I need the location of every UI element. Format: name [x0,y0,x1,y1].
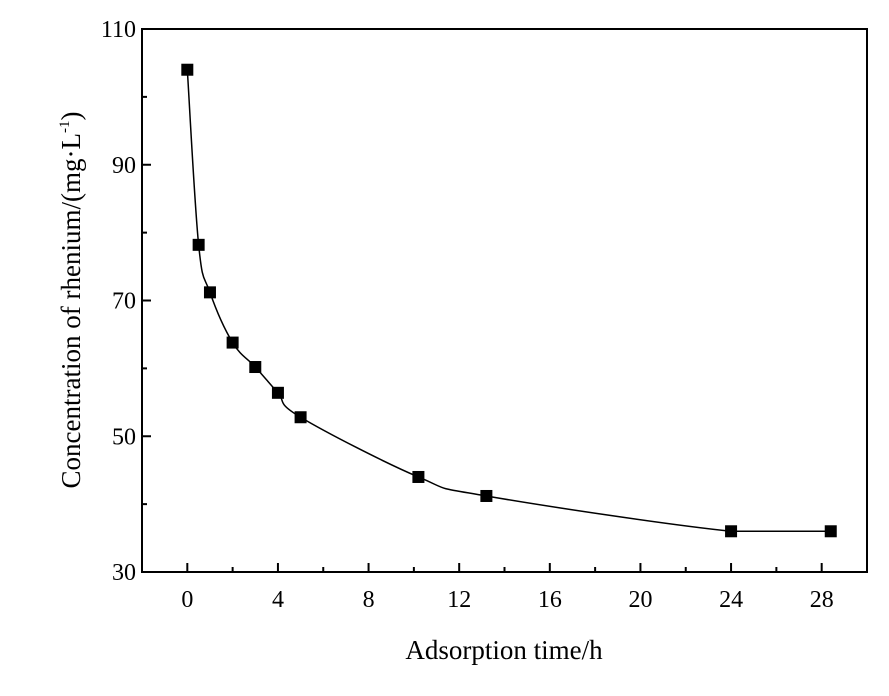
y-axis-ticks: 30 50 70 90 110 [101,17,151,586]
plot-area [141,28,868,573]
data-point-marker [203,286,216,299]
x-tick-label: 24 [719,587,743,613]
x-tick-label: 20 [628,587,652,613]
x-tick-label: 4 [272,587,284,613]
x-tick-label: 16 [538,587,562,613]
data-point-marker [480,489,493,502]
series-layer [181,63,837,538]
y-tick-label: 110 [101,17,136,43]
x-tick-label: 0 [181,587,193,613]
y-tick-label: 70 [112,289,136,315]
data-point-marker [226,336,239,349]
data-point-marker [181,63,194,76]
data-point-marker [192,238,205,251]
y-tick-label: 90 [112,153,136,179]
y-axis-title: Concentration of rhenium/(mg·L-1) [56,112,86,489]
y-tick-label: 30 [112,560,136,586]
data-point-marker [271,386,284,399]
data-point-marker [725,525,738,538]
data-point-marker [294,411,307,424]
x-tick-label: 28 [810,587,834,613]
data-point-marker [412,470,425,483]
x-tick-label: 12 [447,587,471,613]
y-axis-title-closing: ) [56,112,86,121]
series-line [186,69,831,533]
y-tick-label: 50 [112,424,136,450]
y-axis-title-main: Concentration of rhenium/(mg·L [56,133,86,488]
x-tick-label: 8 [363,587,375,613]
y-axis-title-superscript: -1 [57,121,73,134]
x-axis-title: Adsorption time/h [405,635,603,665]
data-point-marker [824,525,837,538]
x-axis-ticks: 0 4 8 12 16 20 24 28 [181,563,834,613]
data-point-marker [249,361,262,374]
